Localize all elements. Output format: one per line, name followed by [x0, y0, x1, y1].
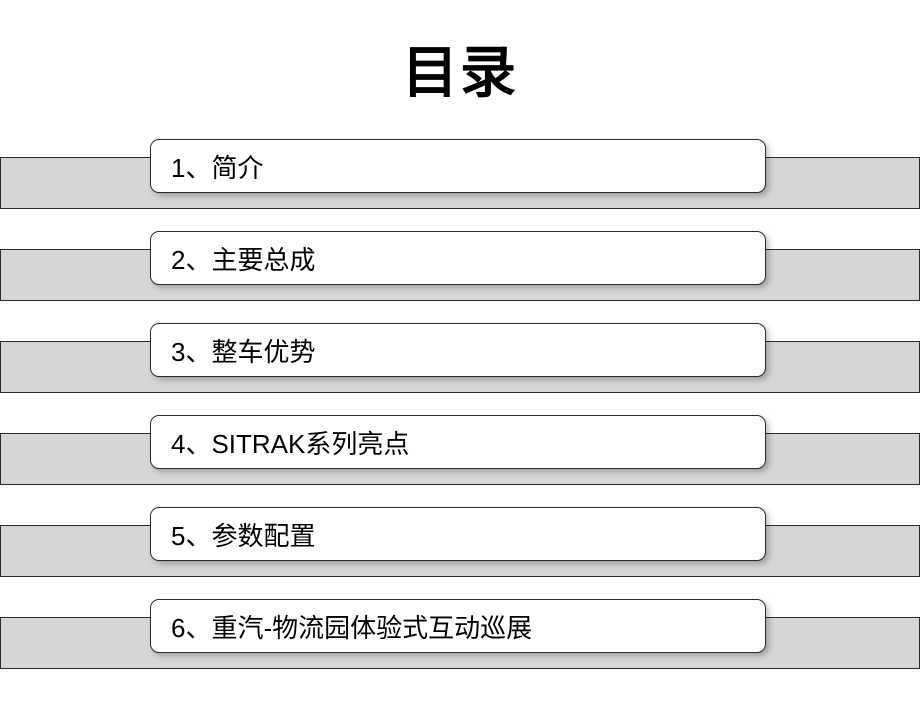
toc-box: 1、简介 — [150, 139, 766, 193]
toc-box: 6、重汽-物流园体验式互动巡展 — [150, 599, 766, 653]
toc-item: 2、主要总成 — [0, 231, 920, 301]
toc-item: 3、整车优势 — [0, 323, 920, 393]
toc-list: 1、简介 2、主要总成 3、整车优势 4、SITRAK系列亮点 5、参数配置 6… — [0, 139, 920, 669]
toc-item: 1、简介 — [0, 139, 920, 209]
page-title: 目录 — [0, 28, 920, 109]
toc-box: 4、SITRAK系列亮点 — [150, 415, 766, 469]
toc-box: 2、主要总成 — [150, 231, 766, 285]
toc-box: 3、整车优势 — [150, 323, 766, 377]
toc-box: 5、参数配置 — [150, 507, 766, 561]
toc-item: 4、SITRAK系列亮点 — [0, 415, 920, 485]
toc-item: 5、参数配置 — [0, 507, 920, 577]
toc-item: 6、重汽-物流园体验式互动巡展 — [0, 599, 920, 669]
